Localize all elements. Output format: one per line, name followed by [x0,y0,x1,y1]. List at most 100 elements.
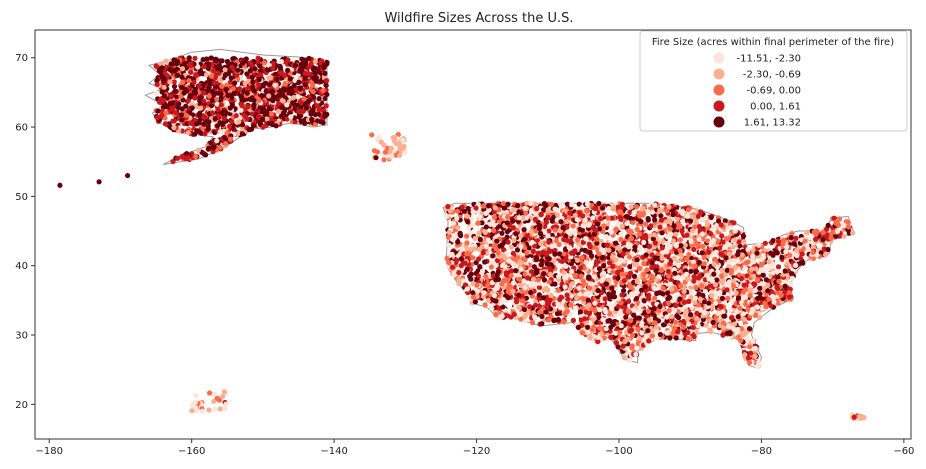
fire-point [163,121,169,127]
fire-point [633,296,640,302]
fire-point [303,105,309,111]
fire-point [240,122,246,128]
fire-point [671,223,677,229]
fire-point [232,80,238,86]
fire-point [257,104,263,110]
fire-point [568,293,574,299]
fire-point [468,271,474,277]
fire-point [755,295,761,302]
fire-point [688,268,694,274]
fire-point [227,123,233,129]
fire-point [546,317,552,323]
fire-point [596,200,602,207]
fire-point [281,86,287,92]
fire-point [526,245,532,251]
fire-point [619,292,625,298]
fire-point [652,217,658,223]
fire-point [402,149,408,155]
fire-point [268,75,274,81]
fire-point [602,296,608,302]
fire-point [724,267,730,273]
fire-point [664,318,670,324]
fire-point [445,234,452,240]
fire-point [543,219,550,225]
fire-point [618,217,624,223]
fire-point [288,114,294,120]
fire-point [172,88,178,94]
fire-point [653,335,659,342]
fire-point [608,334,614,340]
fire-point [321,64,327,71]
fire-point [247,60,254,66]
fire-point [750,306,756,312]
fire-point [263,110,269,116]
fire-point [693,268,699,274]
fire-point [221,135,227,141]
fire-point [835,222,842,228]
fire-point [183,112,189,118]
fire-point [768,303,774,309]
fire-point [504,234,510,240]
fire-point [528,282,534,288]
fire-point [613,330,619,336]
fire-point [208,140,214,146]
fire-point [665,290,671,296]
fire-point [455,224,461,231]
fire-point [270,61,276,67]
fire-point [397,145,403,151]
fire-point [188,61,194,67]
fire-point [747,287,753,293]
fire-point [685,336,691,342]
fire-point [171,79,177,85]
fire-point [682,237,688,243]
fire-point [747,343,753,350]
fire-point [679,252,685,258]
fire-point [214,123,221,129]
fire-point [538,240,544,247]
fire-point [277,70,283,76]
fire-point [476,246,482,252]
fire-point [634,226,640,232]
fire-point [296,114,302,120]
fire-point [218,91,224,97]
fire-point [179,74,185,80]
fire-point [324,78,330,84]
fire-point [601,270,607,276]
fire-point [199,70,205,76]
fire-point [529,320,536,326]
fire-point [203,152,209,158]
fire-point [641,298,647,304]
fire-point [722,218,728,224]
fire-point [316,96,322,102]
fire-point [282,72,288,78]
fire-point [665,296,671,302]
fire-point [390,135,396,141]
fire-point [236,86,242,92]
fire-point [301,96,307,102]
fire-point [735,314,741,320]
fire-point [296,79,302,85]
fire-point [208,55,214,61]
fire-point [770,261,776,267]
fire-point [736,239,742,245]
fire-point [603,326,609,332]
fire-point [296,108,302,114]
fire-point [744,335,750,341]
fire-point [615,204,621,210]
fire-point [561,319,567,325]
fire-point [312,66,319,72]
fire-point [536,284,543,290]
fire-point [469,222,475,228]
fire-point [549,232,555,238]
fire-point [636,245,642,251]
fire-point [276,100,282,107]
fire-point [219,121,226,128]
fire-point [729,315,735,321]
fire-point [255,114,262,120]
fire-point [743,294,749,300]
fire-point [676,315,682,321]
fire-point [213,74,219,80]
fire-point [490,253,496,259]
fire-point [302,117,308,123]
